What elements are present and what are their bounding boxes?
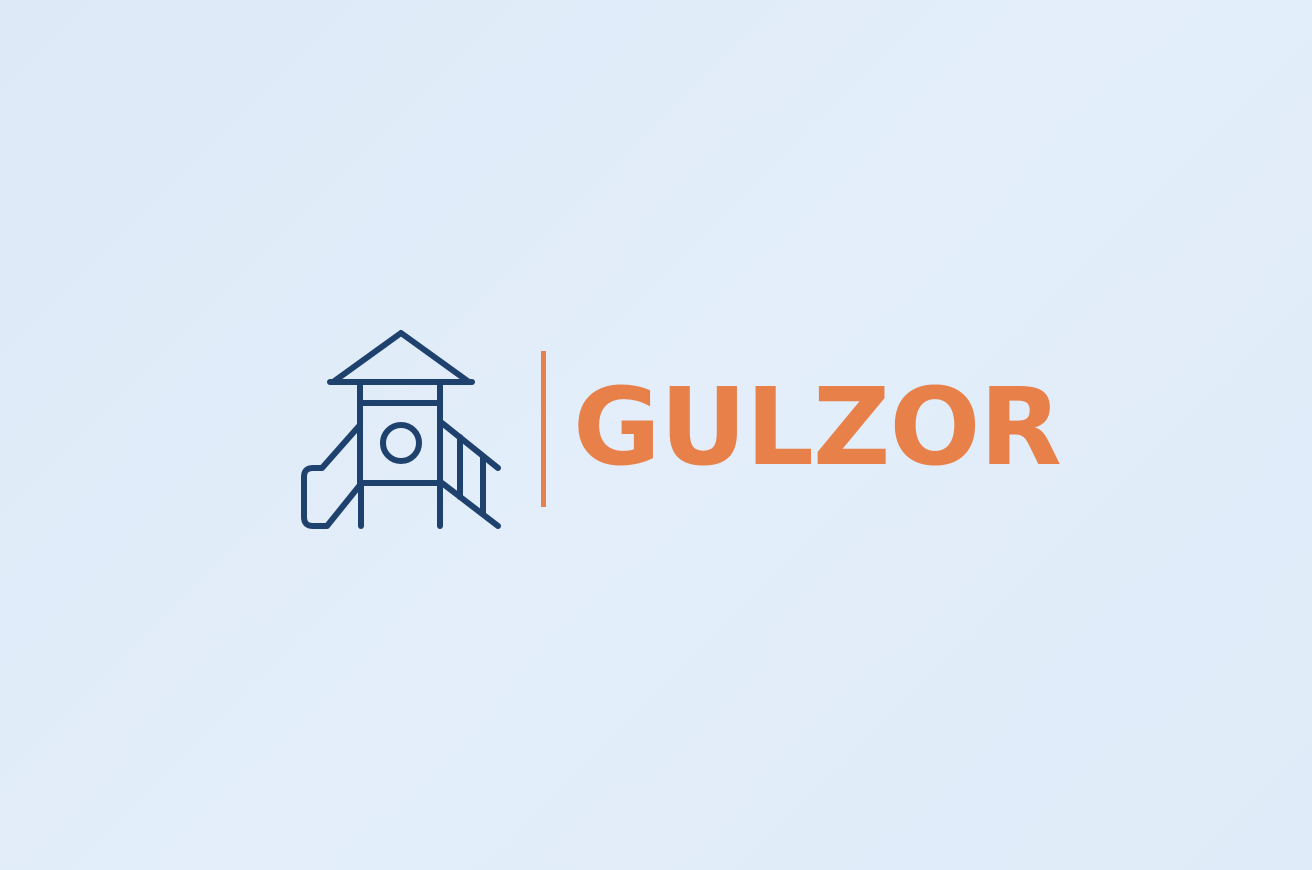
divider-bar: [541, 351, 546, 507]
brand-name: GULZOR: [573, 366, 1062, 490]
playground-tower-icon: [301, 330, 501, 529]
